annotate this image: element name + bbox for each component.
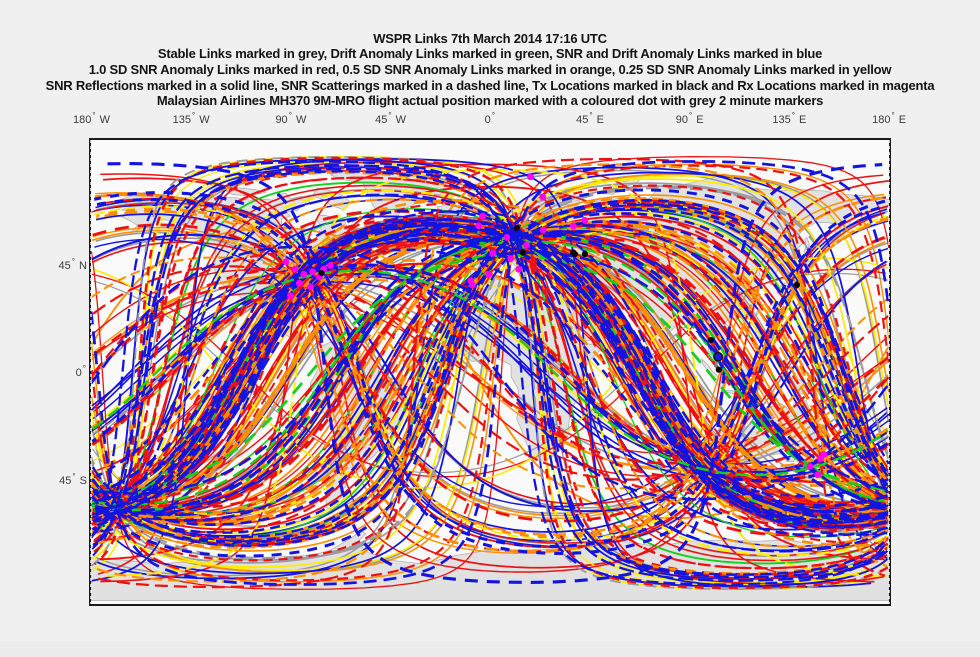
chart-title-line-2: Stable Links marked in grey, Drift Anoma… — [157, 46, 823, 62]
degree-symbol: ° — [491, 111, 495, 121]
rx-location-marker — [539, 226, 547, 234]
rx-location-marker — [581, 217, 589, 224]
rx-location-marker — [287, 292, 294, 300]
degree-symbol: ° — [288, 111, 292, 121]
y-tick-label: 0° — [75, 364, 86, 379]
chart-title-line-3: 1.0 SD SNR Anomaly Links marked in red, … — [88, 61, 892, 77]
rx-location-marker — [300, 270, 308, 278]
degree-symbol: ° — [388, 111, 392, 121]
x-tick-label: 90° W — [275, 111, 307, 126]
rx-location-marker — [527, 173, 534, 181]
tx-location-marker — [571, 251, 578, 258]
degree-symbol: ° — [72, 471, 76, 481]
rx-location-marker — [307, 283, 314, 291]
rx-location-marker — [569, 222, 577, 230]
degree-symbol: ° — [71, 256, 75, 266]
tx-location-marker — [793, 281, 801, 289]
rx-location-marker — [816, 455, 824, 463]
x-tick-label: 90° E — [675, 111, 704, 126]
chart-title-line-4: SNR Reflections marked in a solid line, … — [45, 77, 935, 93]
rx-location-marker — [489, 249, 497, 257]
rx-location-marker — [806, 463, 814, 470]
flight-current-position-dot — [713, 351, 724, 362]
x-tick-label: 135° W — [172, 111, 210, 126]
degree-symbol: ° — [82, 364, 86, 374]
y-tick-label: 45° N — [58, 256, 87, 272]
tx-location-marker — [707, 337, 715, 344]
tx-location-marker — [519, 249, 526, 256]
x-tick-label: 45° E — [576, 111, 604, 126]
rx-location-marker — [479, 212, 487, 220]
x-tick-label: 180° E — [872, 111, 907, 126]
y-tick-label: 45° S — [59, 471, 87, 487]
x-tick-label: 180° W — [72, 111, 111, 126]
rx-location-marker — [523, 241, 530, 249]
tx-location-marker — [513, 224, 520, 232]
degree-symbol: ° — [92, 111, 96, 121]
chart-title-line-1: WSPR Links 7th March 2014 17:16 UTC — [373, 30, 607, 46]
rx-location-marker — [468, 281, 476, 289]
rx-location-marker — [282, 258, 290, 266]
rx-location-marker — [539, 193, 547, 201]
tx-location-marker — [318, 270, 325, 277]
rx-location-marker — [485, 271, 493, 278]
tx-location-marker — [715, 366, 722, 373]
degree-symbol: ° — [791, 111, 795, 121]
chart-title-line-5: Malaysian Airlines MH370 9M-MRO flight a… — [156, 93, 824, 109]
degree-symbol: ° — [891, 111, 895, 121]
chart-title-block: WSPR Links 7th March 2014 17:16 UTC Stab… — [0, 31, 980, 110]
rx-location-marker — [291, 265, 299, 273]
rx-location-marker — [309, 268, 317, 276]
x-tick-label: 135° E — [772, 111, 807, 126]
tx-location-marker — [581, 251, 588, 258]
map-svg — [91, 155, 889, 602]
degree-symbol: ° — [689, 111, 693, 121]
rx-location-marker — [296, 279, 303, 287]
rx-location-marker — [503, 234, 511, 241]
x-tick-label: 0° — [484, 111, 495, 126]
rx-location-marker — [327, 262, 334, 269]
rx-location-marker — [507, 255, 515, 262]
rx-location-marker — [475, 222, 483, 230]
degree-symbol: ° — [589, 111, 593, 121]
map-plot — [89, 138, 891, 606]
x-tick-label: 45° W — [375, 111, 407, 126]
rx-location-marker — [515, 265, 523, 273]
degree-symbol: ° — [192, 111, 196, 121]
bottom-band — [0, 641, 980, 657]
rx-location-marker — [814, 471, 822, 479]
